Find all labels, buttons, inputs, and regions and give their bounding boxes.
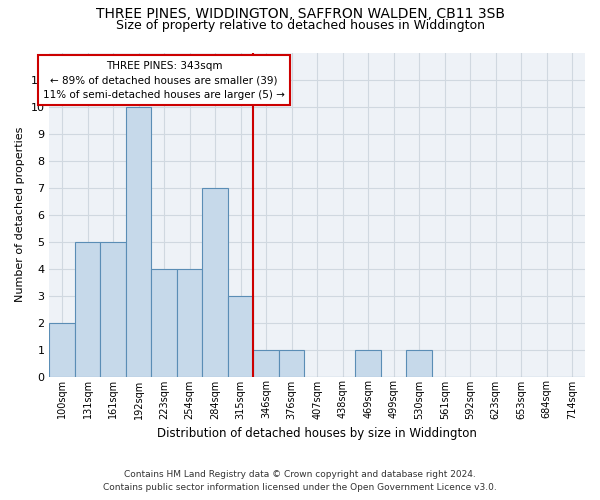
Y-axis label: Number of detached properties: Number of detached properties (15, 127, 25, 302)
Bar (75, 242, 100, 376)
Bar (279, 350, 304, 376)
Bar (406, 350, 432, 376)
Bar (202, 188, 228, 376)
Bar (151, 268, 177, 376)
Bar (177, 268, 202, 376)
Text: THREE PINES, WIDDINGTON, SAFFRON WALDEN, CB11 3SB: THREE PINES, WIDDINGTON, SAFFRON WALDEN,… (95, 8, 505, 22)
Text: Contains HM Land Registry data © Crown copyright and database right 2024.
Contai: Contains HM Land Registry data © Crown c… (103, 470, 497, 492)
Bar (126, 106, 151, 376)
Bar (228, 296, 253, 376)
Bar (253, 350, 279, 376)
Text: THREE PINES: 343sqm
← 89% of detached houses are smaller (39)
11% of semi-detach: THREE PINES: 343sqm ← 89% of detached ho… (43, 60, 285, 100)
Bar (100, 242, 126, 376)
Bar (355, 350, 381, 376)
X-axis label: Distribution of detached houses by size in Widdington: Distribution of detached houses by size … (157, 427, 477, 440)
Bar (49, 322, 75, 376)
Text: Size of property relative to detached houses in Widdington: Size of property relative to detached ho… (115, 19, 485, 32)
